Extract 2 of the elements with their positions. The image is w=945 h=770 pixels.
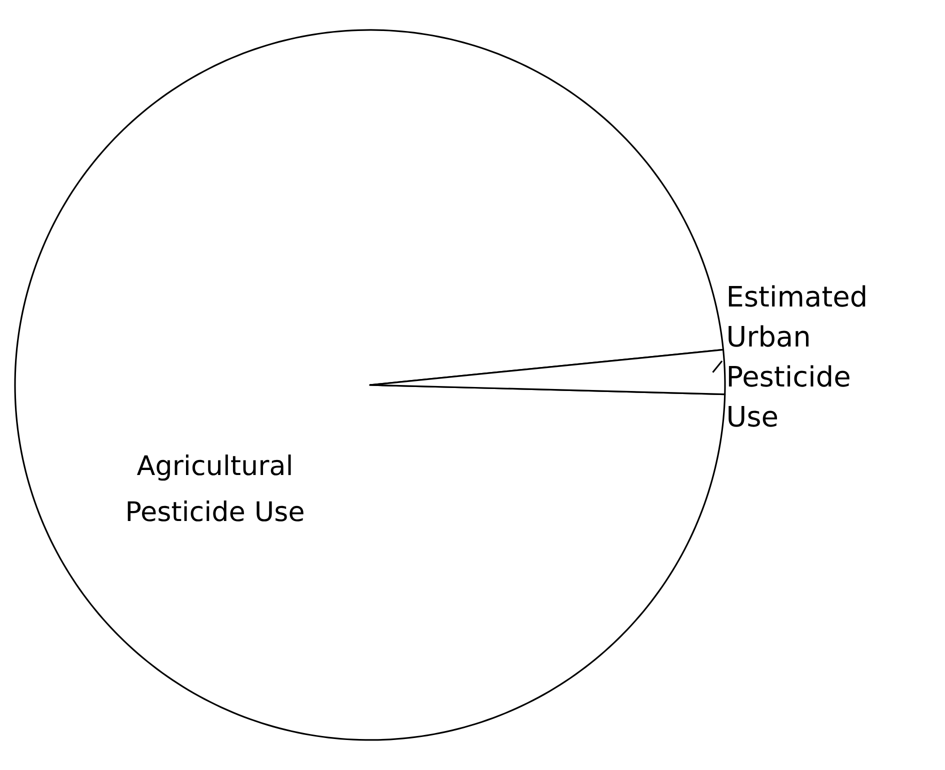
slice-label: Agricultural Pesticide Use [128,454,304,522]
slice-label: Estimated Urban Pesticide Use [728,285,866,427]
